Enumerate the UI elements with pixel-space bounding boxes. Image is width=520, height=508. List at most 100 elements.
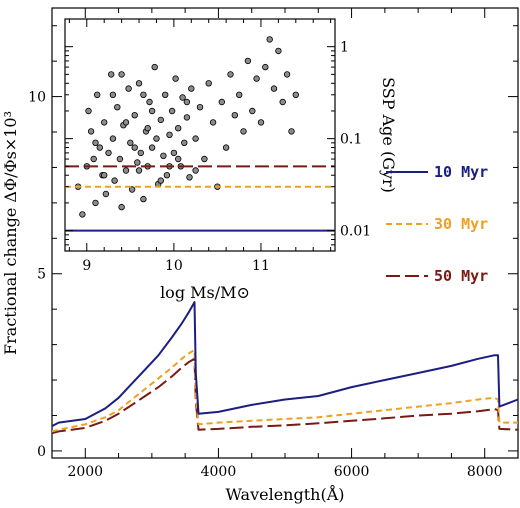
inset-points-group: [74, 36, 299, 218]
main-y-tick-label: 0: [37, 444, 46, 460]
inset-chart: 9 10 11 0.01 0.1 1 log Ms/M⊙ SSP Age (Gyr): [64, 18, 398, 302]
scatter-point: [179, 94, 186, 101]
scatter-point: [231, 111, 238, 119]
scatter-point: [270, 85, 278, 92]
scatter-point: [118, 203, 125, 211]
inset-x-tick-label: 10: [165, 258, 183, 274]
scatter-point: [188, 85, 195, 92]
scatter-point: [140, 195, 147, 203]
scatter-point: [131, 144, 138, 151]
scatter-point: [168, 107, 176, 115]
scatter-point: [253, 75, 260, 82]
scatter-point: [172, 75, 179, 82]
main-y-tick-label: 10: [28, 90, 46, 106]
scatter-point: [100, 171, 108, 179]
inset-x-tick-label: 11: [252, 258, 270, 274]
scatter-point: [153, 135, 160, 142]
scatter-point: [249, 107, 256, 115]
scatter-point: [262, 63, 269, 71]
scatter-point: [266, 36, 273, 43]
scatter-point: [148, 107, 156, 115]
scatter-point: [170, 149, 178, 157]
scatter-point: [209, 119, 217, 126]
scatter-point: [109, 91, 117, 98]
scatter-point: [93, 91, 101, 98]
scatter-point: [151, 63, 158, 71]
scatter-point: [125, 85, 132, 92]
legend-label: 50 Myr: [434, 267, 488, 285]
main-y-tick-label: 5: [37, 267, 46, 283]
scatter-point: [107, 71, 115, 78]
scatter-point: [134, 159, 141, 166]
scatter-point: [135, 167, 143, 174]
scatter-point: [100, 119, 108, 126]
scatter-point: [244, 57, 252, 65]
scatter-point: [283, 71, 291, 78]
scatter-point: [96, 144, 103, 151]
scatter-point: [205, 80, 212, 87]
series-line-50-myr: [51, 357, 519, 435]
scatter-point: [131, 111, 138, 119]
scatter-point: [92, 139, 99, 146]
scatter-point: [137, 149, 144, 157]
scatter-point: [240, 128, 247, 135]
scatter-point: [127, 139, 134, 146]
scatter-point: [102, 190, 110, 198]
scatter-point: [279, 98, 286, 106]
inset-x-axis: 9 10 11: [68, 19, 332, 274]
legend-label: 30 Myr: [434, 215, 488, 233]
scatter-point: [288, 128, 295, 135]
scatter-point: [192, 135, 199, 142]
main-x-tick-label: 2000: [67, 464, 103, 480]
scatter-point: [116, 155, 124, 163]
main-series-group: [51, 301, 519, 435]
main-x-tick-label: 6000: [334, 464, 370, 480]
inset-y-tick-label: 0.1: [340, 132, 362, 148]
scatter-point: [174, 155, 182, 163]
scatter-point: [90, 155, 97, 163]
scatter-point: [235, 91, 243, 98]
scatter-point: [135, 80, 143, 87]
legend: 10 Myr 30 Myr 50 Myr: [386, 163, 488, 285]
scatter-point: [122, 167, 130, 174]
scatter-point: [148, 144, 156, 151]
scatter-point: [186, 174, 193, 181]
scatter-point: [144, 124, 151, 132]
scatter-point: [183, 114, 191, 121]
inset-y-tick-label: 1: [340, 40, 349, 56]
main-chart: 2000 4000 6000 8000 0 5 10 Wavelength(Å) Frac…: [1, 7, 519, 504]
scatter-point: [192, 167, 199, 174]
main-y-axis-label: Fractional change ΔΦ/Φs×10³: [1, 111, 20, 355]
scatter-point: [140, 91, 147, 98]
inset-x-tick-label: 9: [82, 258, 91, 274]
scatter-point: [85, 107, 92, 115]
scatter-point: [157, 177, 164, 184]
scatter-point: [275, 47, 282, 55]
scatter-point: [222, 144, 230, 151]
scatter-point: [292, 91, 299, 98]
scatter-point: [227, 71, 234, 78]
inset-reference-lines: [65, 165, 335, 232]
scatter-point: [114, 103, 121, 111]
scatter-point: [160, 152, 167, 159]
scatter-point: [183, 98, 191, 106]
scatter-point: [196, 103, 204, 111]
scatter-point: [122, 119, 130, 126]
scatter-point: [174, 124, 182, 132]
inset-x-axis-label: log Ms/M⊙: [160, 283, 250, 302]
main-y-axis: 0 5 10: [28, 25, 518, 460]
scatter-point: [166, 131, 173, 138]
scatter-point: [109, 135, 117, 142]
scatter-point: [79, 211, 86, 218]
scatter-point: [218, 98, 225, 106]
scatter-point: [128, 186, 136, 193]
inset-y-axis: 0.01 0.1 1: [65, 18, 371, 252]
scatter-point: [105, 149, 112, 157]
scatter-point: [157, 116, 164, 124]
legend-label: 10 Myr: [434, 163, 488, 181]
main-x-tick-label: 8000: [467, 464, 503, 480]
scatter-point: [87, 128, 95, 135]
inset-plot-frame: [64, 18, 336, 252]
inset-y-axis-label: SSP Age (Gyr): [379, 77, 398, 193]
